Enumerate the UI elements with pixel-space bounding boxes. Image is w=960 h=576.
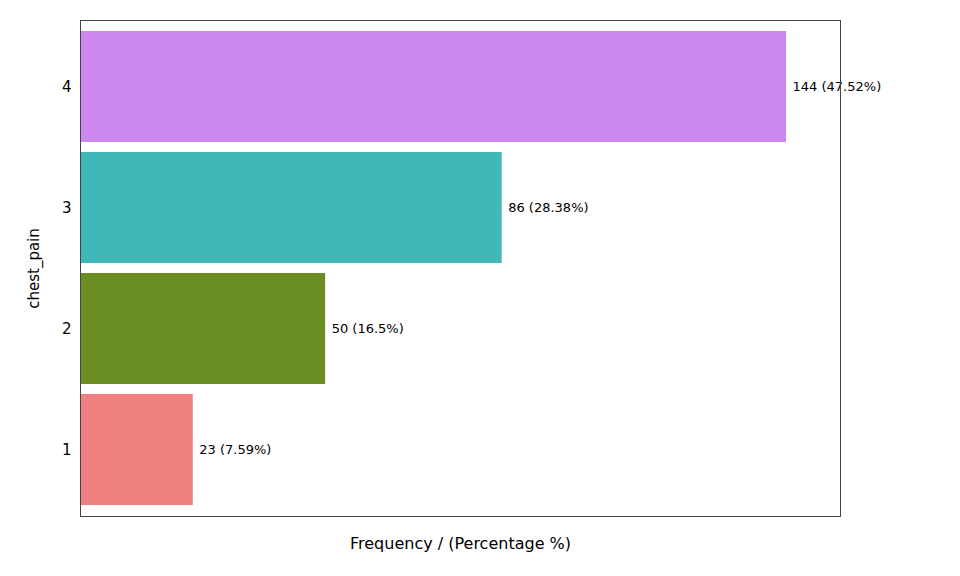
svg-text:3: 3 bbox=[62, 199, 72, 217]
svg-text:chest_pain: chest_pain bbox=[25, 228, 44, 309]
svg-text:1: 1 bbox=[62, 441, 72, 459]
svg-text:86 (28.38%): 86 (28.38%) bbox=[508, 200, 588, 215]
svg-text:4: 4 bbox=[62, 78, 72, 96]
svg-text:144 (47.52%): 144 (47.52%) bbox=[793, 79, 882, 94]
svg-text:2: 2 bbox=[62, 320, 72, 338]
svg-text:50 (16.5%): 50 (16.5%) bbox=[332, 321, 404, 336]
svg-text:23 (7.59%): 23 (7.59%) bbox=[199, 442, 271, 457]
svg-text:Frequency / (Percentage %): Frequency / (Percentage %) bbox=[350, 534, 571, 553]
